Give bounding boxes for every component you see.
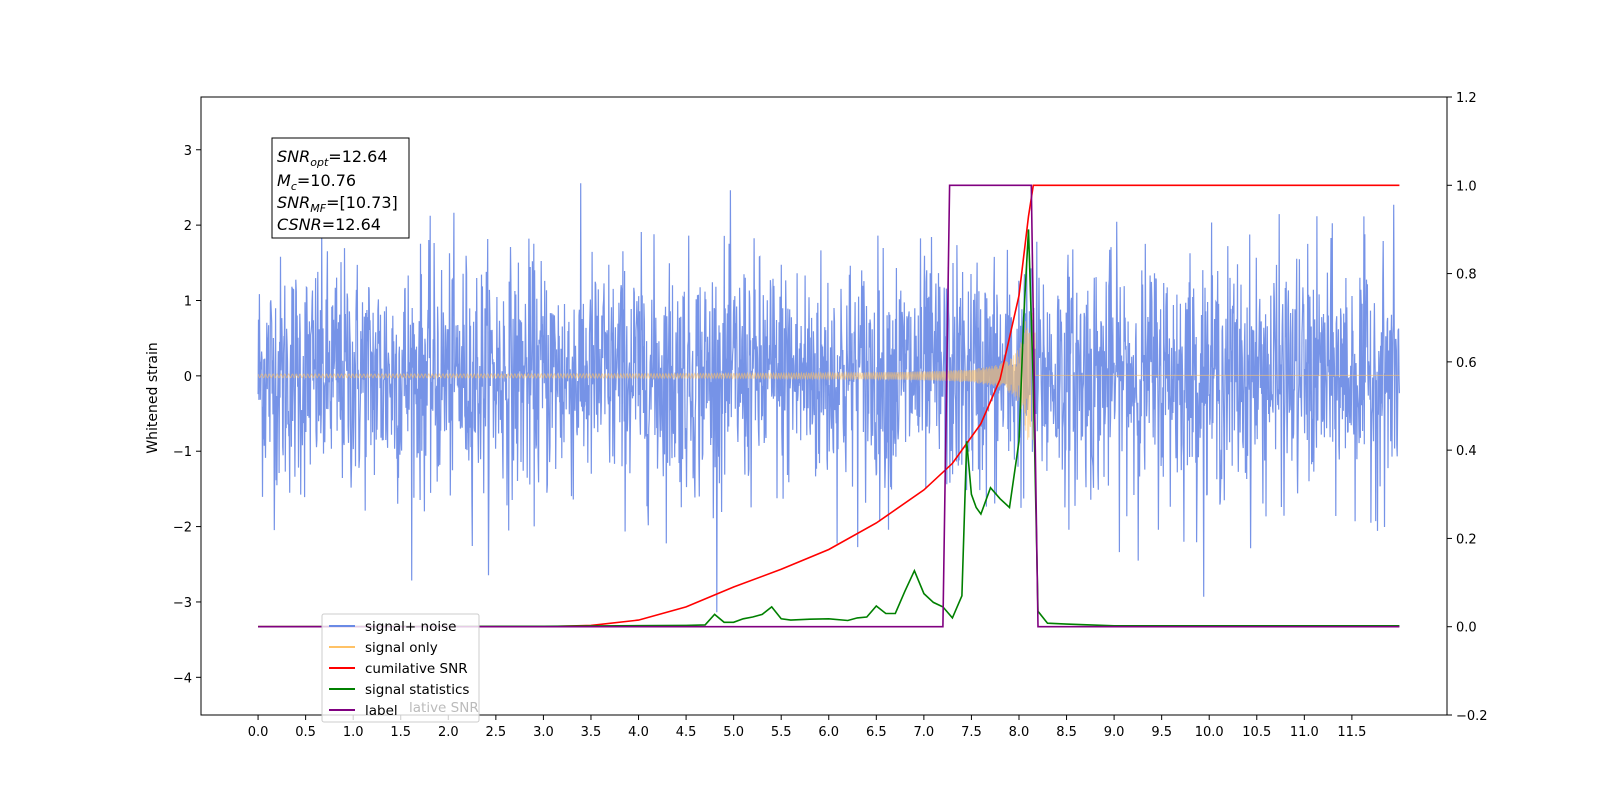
x-tick-label: 3.0 [533,725,554,740]
y-right-tick-label: 0.8 [1456,268,1477,283]
series-cumulative-snr [258,184,1400,628]
y-left-tick-label: 0 [184,370,192,385]
legend-entry-signal-noise: signal+ noise [365,619,456,635]
y-right-tick-label: 0.2 [1456,532,1477,547]
series-label [258,184,1400,628]
x-tick-label: 7.5 [961,725,982,740]
x-tick-label: 2.5 [486,725,507,740]
y-right-tick-label: 0.6 [1456,356,1477,371]
series-signal-only [257,312,1400,440]
annotation-mc: Mc=10.76 [277,171,356,193]
y-axis-label: Whitened strain [145,342,161,453]
legend-entry-signal-only: signal only [365,640,438,656]
legend: lative SNR signal+ noise signal only cum… [321,613,480,723]
x-tick-label: 10.0 [1195,725,1224,740]
x-tick-label: 10.5 [1242,725,1271,740]
x-tick-label: 0.0 [248,725,269,740]
x-tick-label: 6.5 [866,725,887,740]
y-left-tick-label: −4 [173,671,192,686]
legend-entry-signal-statistics: signal statistics [365,682,469,698]
y-right-tick-label: 1.0 [1456,179,1477,194]
axes-frame [200,96,1448,716]
x-tick-label: 9.5 [1151,725,1172,740]
x-tick-label: 11.0 [1290,725,1319,740]
x-tick-label: 1.0 [343,725,364,740]
x-tick-label: 5.0 [723,725,744,740]
x-tick-label: 8.0 [1009,725,1030,740]
y-left-tick-label: −2 [173,521,192,536]
x-tick-label: 11.5 [1337,725,1366,740]
annotation-box: SNRopt=12.64 Mc=10.76 SNRMF=[10.73] CSNR… [271,137,410,239]
series-signal-statistics [258,229,1400,628]
y-right-tick-label: 0.0 [1456,621,1477,636]
annotation-snr-opt: SNRopt=12.64 [277,147,388,169]
plot-area [257,183,1400,628]
y-left-tick-label: 1 [184,294,192,309]
annotation-snr-mf: SNRMF=[10.73] [277,193,398,215]
x-tick-label: 1.5 [390,725,411,740]
x-tick-label: 5.5 [771,725,792,740]
x-tick-label: 0.5 [295,725,316,740]
y-left-tick-label: 2 [184,219,192,234]
y-left-tick-label: −3 [173,596,192,611]
legend-ghost-text: lative SNR [409,700,479,716]
x-tick-label: 6.0 [818,725,839,740]
y-right-tick-label: 1.2 [1456,91,1477,106]
x-tick-label: 7.0 [914,725,935,740]
series-signal-noise [257,183,1400,613]
x-tick-label: 2.0 [438,725,459,740]
legend-entry-label: label [365,703,398,719]
x-tick-label: 4.0 [628,725,649,740]
x-tick-label: 9.0 [1104,725,1125,740]
y-right-tick-label: 0.4 [1456,444,1477,459]
y-right-tick-label: −0.2 [1456,709,1488,724]
x-tick-label: 3.5 [581,725,602,740]
x-tick-label: 4.5 [676,725,697,740]
annotation-csnr: CSNR=12.64 [277,215,381,234]
x-tick-label: 8.5 [1056,725,1077,740]
legend-entry-cumulative-snr: cumilative SNR [365,661,468,677]
axes: 0.0 0.5 1.0 1.5 2.0 2.5 3.0 3.5 4.0 4.5 5.0 5.5 6.0 6… [173,91,1488,740]
y-left-tick-label: −1 [173,445,192,460]
y-left-tick-label: 3 [184,144,192,159]
